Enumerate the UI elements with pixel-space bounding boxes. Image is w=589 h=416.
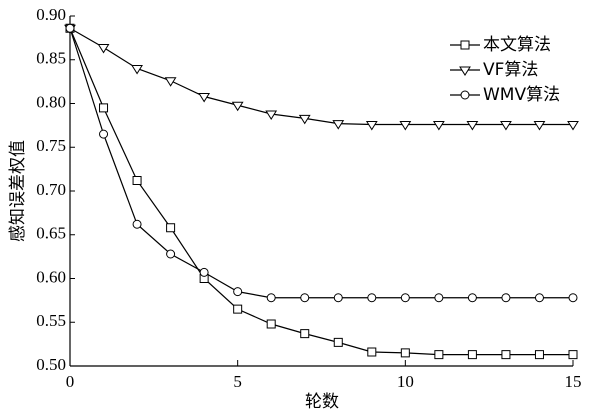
marker	[298, 114, 311, 125]
marker	[131, 65, 143, 75]
series-line	[69, 28, 573, 299]
marker	[434, 350, 444, 360]
marker	[460, 40, 470, 50]
marker	[65, 23, 75, 33]
marker	[400, 348, 410, 358]
marker	[166, 223, 176, 233]
y-tick-label: 0.90	[36, 5, 66, 24]
x-tick-label: 15	[565, 372, 582, 391]
marker	[198, 93, 211, 103]
y-tick-label: 0.65	[36, 224, 66, 243]
marker	[399, 121, 412, 131]
legend-label: VF算法	[483, 60, 538, 80]
legend-label: WMV算法	[483, 85, 560, 105]
y-tick-label: 0.60	[36, 267, 66, 286]
marker	[501, 350, 511, 360]
marker	[300, 293, 310, 303]
legend-label: 本文算法	[483, 35, 551, 55]
series-line	[69, 28, 573, 356]
y-axis-label: 感知误差权值	[8, 140, 28, 242]
marker	[199, 267, 209, 277]
marker	[164, 77, 177, 87]
marker	[467, 293, 477, 303]
marker	[233, 287, 243, 297]
x-axis-label: 轮数	[305, 392, 339, 412]
marker	[434, 293, 444, 303]
marker	[432, 121, 445, 131]
marker	[500, 121, 512, 131]
marker	[333, 293, 343, 303]
marker	[266, 293, 276, 303]
y-tick-label: 0.55	[36, 311, 66, 330]
marker	[459, 66, 471, 76]
marker	[367, 293, 377, 303]
marker	[568, 293, 578, 303]
marker	[466, 121, 479, 131]
x-tick-label: 5	[233, 372, 242, 391]
marker	[265, 110, 278, 120]
marker	[99, 103, 109, 113]
marker	[333, 337, 343, 347]
y-tick-label: 0.70	[36, 180, 66, 199]
y-tick-label: 0.75	[36, 136, 66, 155]
marker	[166, 249, 176, 259]
marker	[367, 347, 377, 357]
marker	[567, 121, 579, 131]
marker	[568, 350, 578, 360]
marker	[233, 304, 243, 314]
marker	[99, 129, 109, 139]
marker	[266, 319, 276, 329]
marker	[231, 101, 244, 112]
marker	[300, 329, 310, 339]
series-line	[69, 27, 573, 126]
marker	[132, 176, 142, 185]
marker	[365, 121, 378, 131]
marker	[460, 90, 470, 100]
marker	[97, 44, 110, 54]
y-tick-label: 0.80	[36, 92, 66, 111]
marker	[467, 350, 477, 360]
y-tick-label: 0.50	[36, 355, 66, 374]
marker	[501, 293, 511, 303]
marker	[533, 121, 546, 131]
x-tick-label: 0	[66, 372, 75, 391]
marker	[534, 293, 544, 303]
marker	[534, 350, 544, 360]
marker	[132, 219, 142, 229]
marker	[400, 293, 410, 303]
marker	[332, 120, 345, 130]
y-tick-label: 0.85	[36, 49, 66, 68]
x-tick-label: 10	[397, 372, 414, 391]
